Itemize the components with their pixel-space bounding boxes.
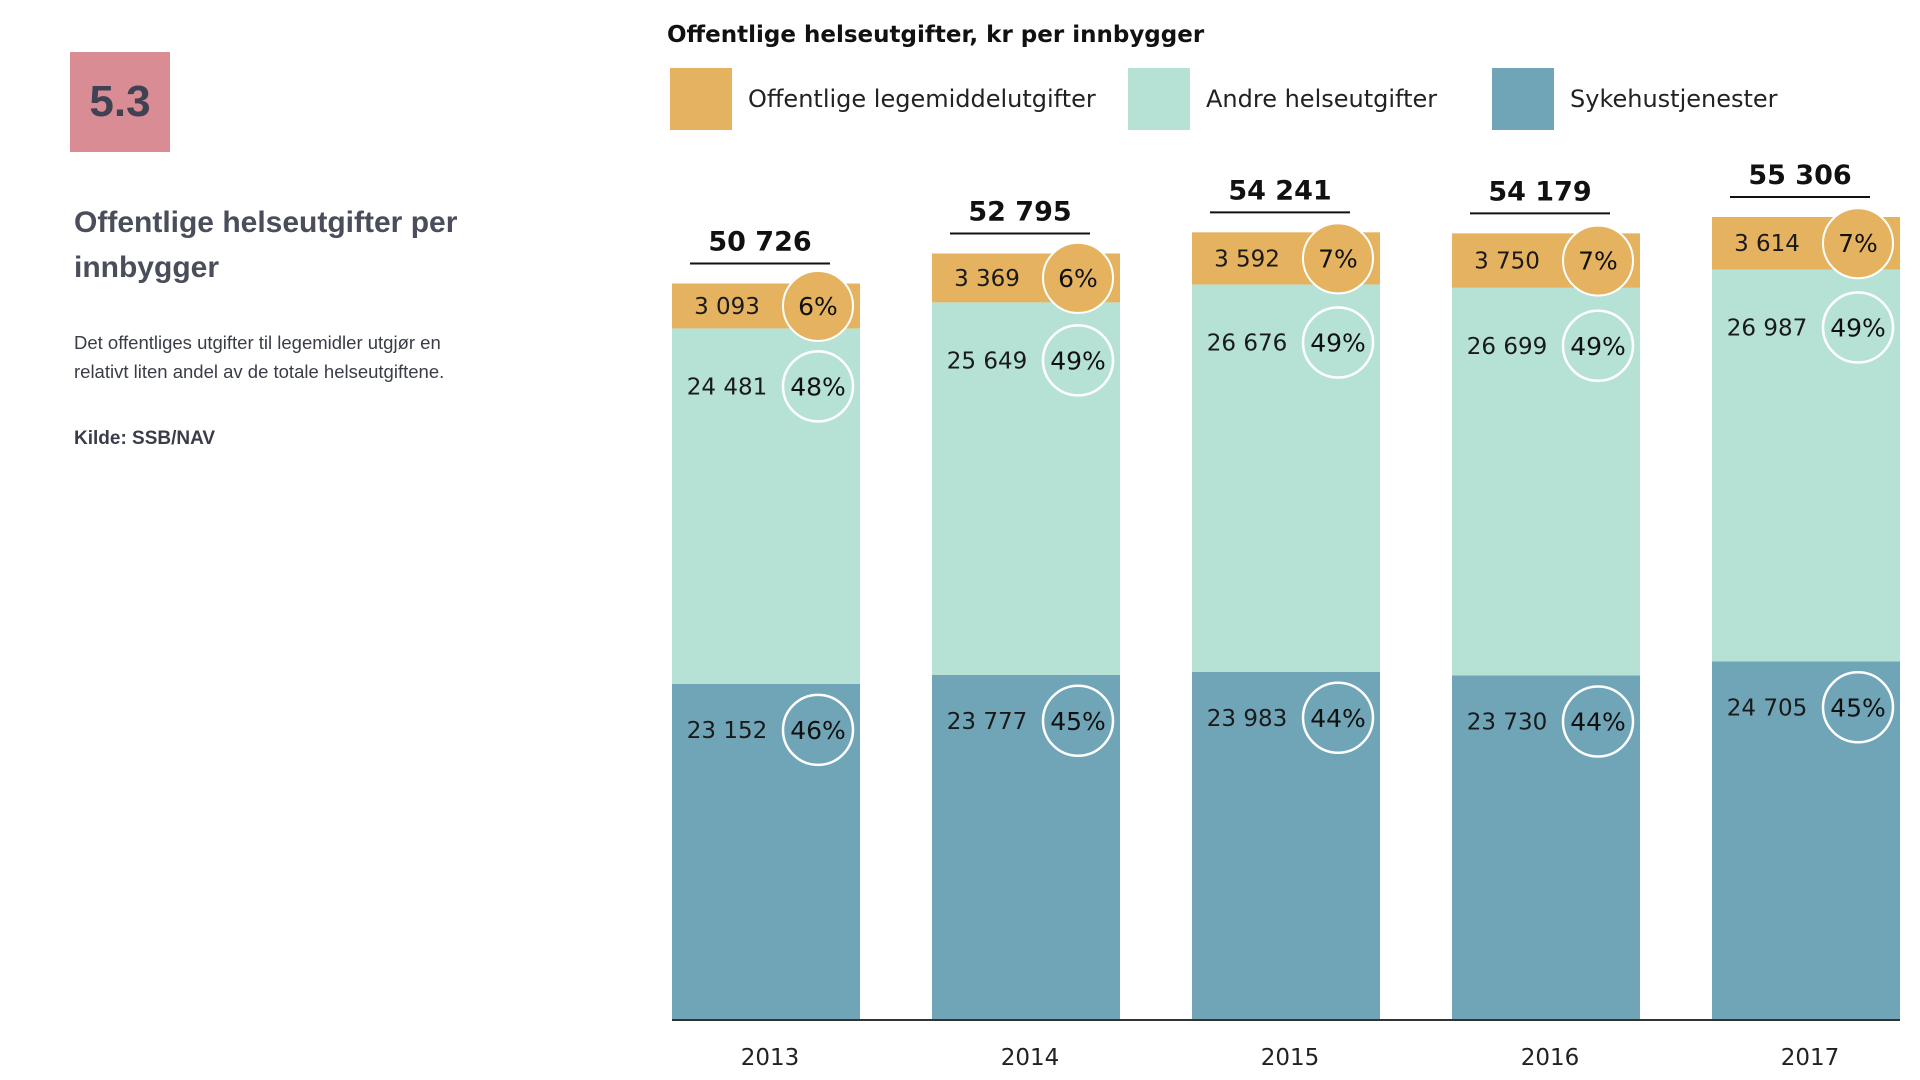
- percent-circle: [782, 269, 854, 342]
- bar-segment-andre: [672, 328, 860, 684]
- percent-label: 7%: [1578, 247, 1618, 276]
- figure-number-badge: 5.3: [70, 52, 170, 152]
- percent-label: 7%: [1318, 244, 1358, 273]
- percent-circle: [1302, 222, 1374, 295]
- total-label: 50 726: [708, 226, 811, 257]
- legend-item-sykehus: Sykehustjenester: [1492, 68, 1778, 130]
- percent-circle: [781, 693, 855, 767]
- bar-segment-sykehus: [672, 683, 860, 1020]
- percent-circle: [1822, 207, 1894, 280]
- sidebar-source: Kilde: SSB/NAV: [74, 428, 216, 449]
- percent-circle: [1301, 681, 1375, 755]
- percent-label: 44%: [1310, 704, 1366, 733]
- percent-circle: [1561, 309, 1635, 383]
- value-label: 24 705: [1727, 695, 1807, 721]
- bar-segment-sykehus: [1712, 661, 1900, 1020]
- bar-segment-sykehus: [1192, 671, 1380, 1020]
- total-label: 52 795: [968, 196, 1071, 227]
- percent-label: 45%: [1830, 693, 1886, 722]
- legend-label-andre: Andre helseutgifter: [1206, 85, 1438, 113]
- legend-item-legemiddel: Offentlige legemiddelutgifter: [670, 68, 1096, 130]
- legend-item-andre: Andre helseutgifter: [1128, 68, 1437, 130]
- percent-label: 44%: [1570, 707, 1626, 736]
- legend-label-sykehus: Sykehustjenester: [1570, 85, 1778, 113]
- total-label: 55 306: [1748, 160, 1851, 191]
- legend-swatch-legemiddel: [670, 68, 732, 130]
- x-tick-label: 2013: [741, 1045, 800, 1071]
- percent-label: 6%: [1058, 264, 1098, 293]
- percent-circle: [1821, 291, 1895, 364]
- percent-label: 49%: [1050, 346, 1106, 375]
- value-label: 23 983: [1207, 706, 1287, 732]
- bar-segment-sykehus: [1452, 675, 1640, 1020]
- chart-title: Offentlige helseutgifter, kr per innbygg…: [667, 22, 1205, 48]
- value-label: 23 777: [947, 709, 1027, 735]
- value-label: 3 369: [954, 266, 1020, 292]
- sidebar-description: Det offentliges utgifter til legemidler …: [74, 332, 445, 382]
- percent-circle: [1561, 685, 1635, 758]
- value-label: 26 699: [1467, 334, 1547, 360]
- total-label: 54 241: [1228, 175, 1331, 206]
- x-tick-label: 2014: [1001, 1045, 1060, 1071]
- percent-label: 49%: [1830, 313, 1886, 342]
- percent-label: 49%: [1570, 332, 1626, 361]
- value-label: 3 750: [1474, 249, 1540, 275]
- value-label: 23 152: [687, 718, 767, 744]
- percent-circle: [1821, 671, 1895, 744]
- percent-circle: [1041, 684, 1115, 758]
- value-label: 3 592: [1214, 246, 1280, 272]
- value-label: 3 093: [694, 294, 760, 320]
- percent-circle: [1301, 306, 1375, 379]
- legend-label-legemiddel: Offentlige legemiddelutgifter: [748, 85, 1096, 113]
- total-label: 54 179: [1488, 176, 1591, 207]
- bar-segment-andre: [1712, 269, 1900, 662]
- percent-label: 48%: [790, 372, 846, 401]
- legend-swatch-sykehus: [1492, 68, 1554, 130]
- percent-circle: [1042, 241, 1114, 314]
- value-label: 26 987: [1727, 315, 1807, 341]
- x-tick-label: 2017: [1781, 1045, 1840, 1071]
- percent-circle: [781, 350, 855, 423]
- percent-circle: [1041, 324, 1115, 397]
- percent-label: 7%: [1838, 229, 1878, 258]
- value-label: 23 730: [1467, 709, 1547, 735]
- bar-segment-andre: [932, 302, 1120, 675]
- percent-label: 6%: [798, 292, 838, 321]
- value-label: 24 481: [687, 374, 767, 400]
- percent-label: 46%: [790, 716, 846, 745]
- sidebar-title: Offentlige helseutgifter per innbygger: [74, 206, 458, 284]
- bar-segment-andre: [1192, 284, 1380, 672]
- bar-segment-andre: [1452, 287, 1640, 676]
- bar-segment-sykehus: [932, 674, 1120, 1020]
- value-label: 25 649: [947, 348, 1027, 374]
- percent-label: 49%: [1310, 328, 1366, 357]
- legend-swatch-andre: [1128, 68, 1190, 130]
- percent-label: 45%: [1050, 707, 1106, 736]
- value-label: 3 614: [1734, 231, 1800, 257]
- x-tick-label: 2015: [1261, 1045, 1320, 1071]
- percent-circle: [1562, 224, 1634, 297]
- x-tick-label: 2016: [1521, 1045, 1580, 1071]
- value-label: 26 676: [1207, 330, 1287, 356]
